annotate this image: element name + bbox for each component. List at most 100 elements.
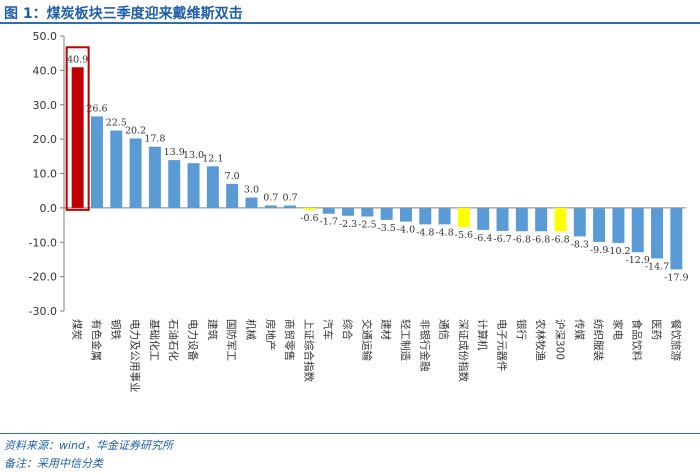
value-label: 17.8: [144, 134, 165, 145]
category-label: 传媒: [573, 319, 586, 340]
bar-12: [303, 207, 316, 210]
value-label: -4.8: [435, 227, 453, 238]
category-label: 商贸零售: [283, 319, 296, 361]
value-label: -17.9: [664, 272, 688, 283]
category-label: 建材: [380, 319, 393, 340]
figure-title-bar: 图 1：煤炭板块三季度迎来戴维斯双击: [0, 0, 700, 24]
category-label: 银行: [515, 319, 528, 340]
bar-24: [535, 207, 548, 232]
y-tick-label: 10.0: [33, 168, 58, 181]
bar-5: [168, 160, 181, 208]
value-label: -0.6: [300, 213, 318, 224]
value-label: -4.0: [397, 225, 415, 236]
category-label: 有色金属: [90, 319, 103, 361]
value-label: -6.8: [532, 234, 550, 245]
value-label: 13.0: [183, 150, 204, 161]
bar-2: [110, 130, 123, 208]
category-label: 家电: [611, 319, 624, 340]
bar-25: [554, 207, 567, 232]
value-label: 26.6: [86, 103, 107, 114]
bar-28: [612, 207, 625, 243]
bar-7: [206, 166, 219, 208]
y-tick-label: 30.0: [33, 99, 58, 112]
category-label: 电子元器件: [496, 319, 509, 372]
bar-21: [477, 207, 490, 230]
bar-30: [651, 207, 664, 259]
bar-19: [438, 207, 451, 225]
category-label: 纺织服装: [592, 319, 605, 361]
remark-note: 备注：采用中信分类: [4, 457, 103, 470]
bar-9: [245, 197, 258, 208]
y-tick-label: 20.0: [33, 133, 58, 146]
y-tick-label: -30.0: [29, 305, 57, 318]
category-label: 石油石化: [167, 319, 180, 361]
value-label: 3.0: [244, 185, 259, 196]
bar-8: [226, 183, 239, 208]
y-tick-label: -20.0: [29, 271, 57, 284]
category-label: 食品饮料: [631, 319, 644, 361]
value-label: -2.5: [358, 219, 376, 230]
value-label: 0.7: [283, 192, 298, 203]
y-tick-label: -10.0: [29, 236, 57, 249]
category-label: 综合: [341, 319, 354, 340]
value-label: -10.2: [606, 246, 630, 257]
value-label: -12.9: [626, 255, 650, 266]
value-label: -3.5: [377, 223, 395, 234]
category-label: 非银行金融: [418, 319, 431, 372]
value-label: -4.8: [416, 227, 434, 238]
value-label: -6.8: [551, 234, 569, 245]
bar-31: [670, 207, 683, 270]
category-label: 基础化工: [148, 319, 161, 361]
bar-17: [399, 207, 412, 222]
bar-0: [71, 67, 84, 208]
bar-20: [457, 207, 470, 228]
category-label: 房地产: [264, 319, 277, 351]
bar-3: [129, 138, 142, 208]
y-tick-label: 0.0: [40, 202, 58, 215]
highlight-box: [65, 46, 90, 211]
category-label: 电力及公用事业: [129, 319, 142, 393]
category-label: 上证综合指数: [302, 319, 315, 382]
value-label: -1.7: [320, 217, 338, 228]
y-tick-label: 50.0: [33, 30, 58, 43]
value-label: -8.3: [571, 239, 589, 250]
value-label: 13.9: [164, 147, 185, 158]
value-label: -9.9: [590, 245, 608, 256]
value-label: -6.7: [493, 234, 511, 245]
figure-title: 图 1：煤炭板块三季度迎来戴维斯双击: [4, 6, 243, 22]
category-label: 通信: [438, 319, 450, 340]
bar-29: [631, 207, 644, 253]
footer-divider: [0, 433, 700, 434]
bar-27: [593, 207, 606, 242]
bar-10: [264, 205, 277, 208]
bar-1: [90, 116, 103, 208]
value-label: -5.6: [455, 230, 473, 241]
value-label: 7.0: [225, 171, 240, 182]
bar-4: [148, 146, 161, 208]
bar-16: [380, 207, 393, 220]
category-label: 机械: [244, 319, 257, 340]
bar-22: [496, 207, 509, 231]
category-label: 国防军工: [225, 319, 238, 361]
bar-14: [342, 207, 355, 216]
bar-26: [573, 207, 586, 237]
category-label: 建筑: [206, 319, 219, 340]
category-label: 煤炭: [71, 319, 84, 340]
category-label: 计算机: [476, 319, 489, 351]
bar-6: [187, 163, 200, 208]
category-label: 医药: [650, 319, 662, 340]
bar-15: [361, 207, 374, 217]
source-note: 资料来源：wind，华金证券研究所: [4, 439, 174, 452]
bar-23: [515, 207, 528, 232]
category-label: 轻工制造: [399, 319, 412, 361]
y-tick-label: 40.0: [33, 64, 58, 77]
category-label: 餐饮旅游: [669, 319, 682, 361]
bar-11: [284, 205, 297, 208]
category-label: 电力设备: [187, 319, 200, 361]
value-label: 12.1: [202, 153, 223, 164]
category-label: 汽车: [322, 319, 335, 340]
bar-13: [322, 207, 335, 214]
category-label: 农林牧渔: [534, 319, 547, 361]
value-label: 40.9: [67, 54, 88, 65]
